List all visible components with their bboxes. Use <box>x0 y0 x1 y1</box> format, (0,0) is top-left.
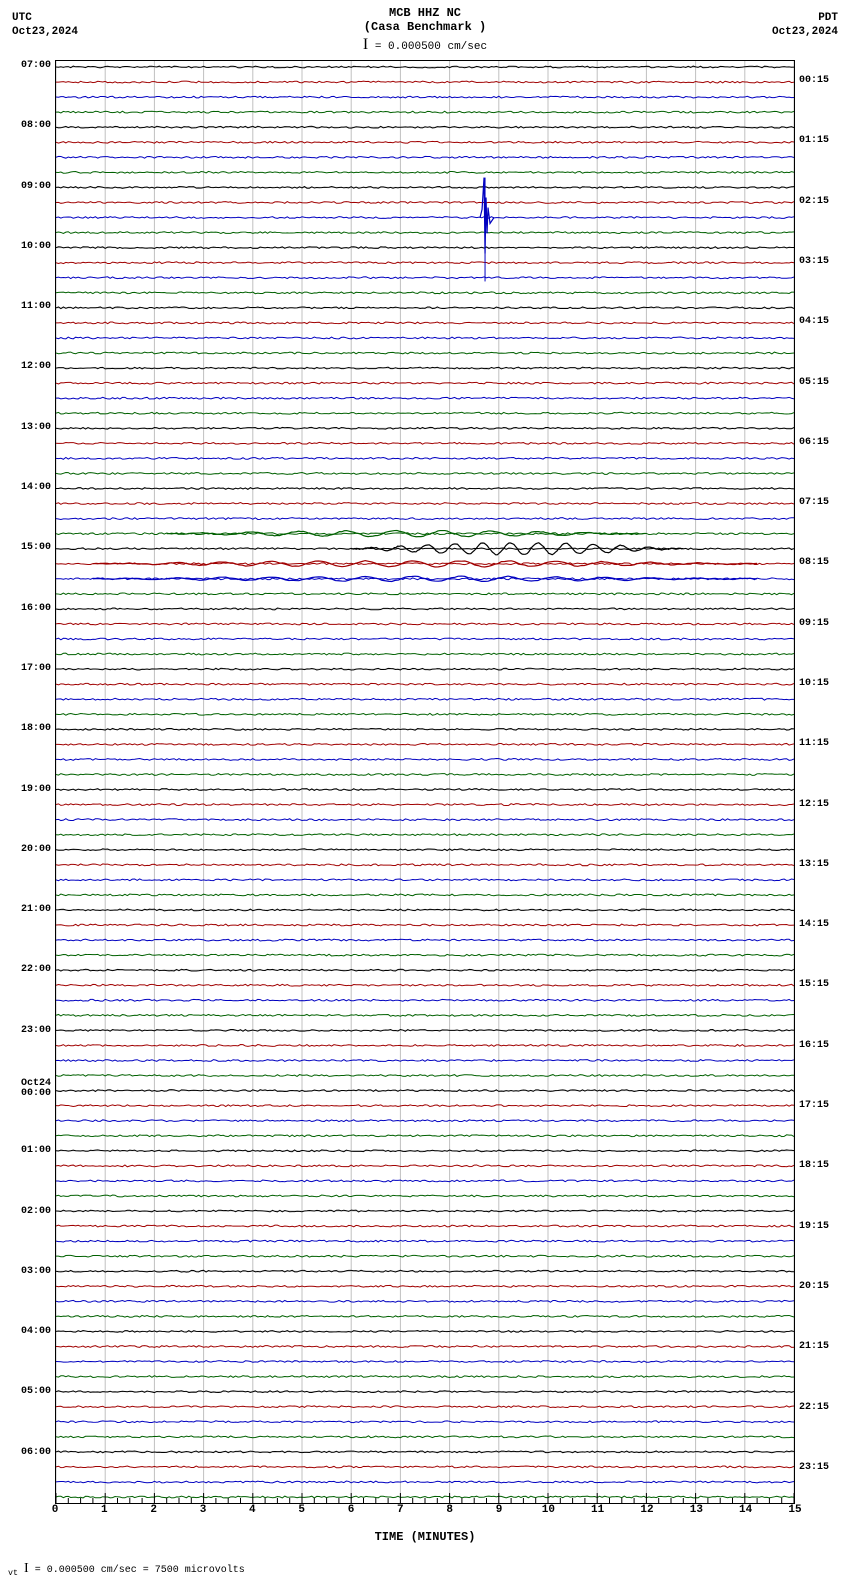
xaxis-tick: 7 <box>397 1504 404 1516</box>
pdt-label: 19:15 <box>799 1222 829 1232</box>
pdt-label: 08:15 <box>799 558 829 568</box>
tz-right-name: PDT <box>818 12 838 24</box>
xaxis-ticks: 0123456789101112131415 <box>55 1504 795 1529</box>
utc-label: 06:00 <box>21 1448 51 1458</box>
station-id: MCB HHZ NC <box>389 6 461 20</box>
xaxis-tick: 14 <box>739 1504 752 1516</box>
tz-right-date: Oct23,2024 <box>772 26 838 38</box>
utc-label: 18:00 <box>21 724 51 734</box>
utc-time-labels: 07:00 08:00 09:00 10:00 11:00 12:00 13:00 14:00… <box>0 60 55 1504</box>
xaxis-tick: 3 <box>200 1504 207 1516</box>
pdt-label: 23:15 <box>799 1463 829 1473</box>
tz-left-date: Oct23,2024 <box>12 26 78 38</box>
utc-label: 05:00 <box>21 1387 51 1397</box>
seismogram-container: MCB HHZ NC (Casa Benchmark ) I = 0.00050… <box>0 0 850 1584</box>
utc-label: 03:00 <box>21 1267 51 1277</box>
xaxis-tick: 9 <box>496 1504 503 1516</box>
pdt-label: 04:15 <box>799 317 829 327</box>
pdt-label: 05:15 <box>799 378 829 388</box>
pdt-label: 15:15 <box>799 980 829 990</box>
utc-label: 20:00 <box>21 845 51 855</box>
xaxis-tick: 8 <box>446 1504 453 1516</box>
pdt-label: 16:15 <box>799 1041 829 1051</box>
xaxis-tick: 11 <box>591 1504 604 1516</box>
utc-label: 23:00 <box>21 1026 51 1036</box>
utc-label: 10:00 <box>21 242 51 252</box>
xaxis-tick: 12 <box>640 1504 653 1516</box>
xaxis-tick: 0 <box>52 1504 59 1516</box>
pdt-label: 20:15 <box>799 1282 829 1292</box>
xaxis-tick: 13 <box>690 1504 703 1516</box>
xaxis-tick: 5 <box>298 1504 305 1516</box>
pdt-label: 21:15 <box>799 1342 829 1352</box>
pdt-label: 18:15 <box>799 1161 829 1171</box>
pdt-label: 11:15 <box>799 739 829 749</box>
xaxis-tick: 6 <box>348 1504 355 1516</box>
pdt-label: 02:15 <box>799 197 829 207</box>
utc-label: 14:00 <box>21 483 51 493</box>
utc-label: 11:00 <box>21 302 51 312</box>
utc-label: 01:00 <box>21 1146 51 1156</box>
pdt-label: 14:15 <box>799 920 829 930</box>
pdt-time-labels: 00:15 01:15 02:15 03:15 04:15 05:15 06:15 07:15… <box>795 60 850 1504</box>
location-name: (Casa Benchmark ) <box>364 20 486 34</box>
utc-label: 15:00 <box>21 543 51 553</box>
utc-label: 16:00 <box>21 604 51 614</box>
utc-label: 12:00 <box>21 362 51 372</box>
xaxis-tick: 15 <box>788 1504 801 1516</box>
utc-label: Oct2400:00 <box>21 1079 51 1099</box>
pdt-label: 13:15 <box>799 860 829 870</box>
xaxis-tick: 10 <box>542 1504 555 1516</box>
footer-scale: vt I = 0.000500 cm/sec = 7500 microvolts <box>8 1561 245 1578</box>
utc-label: 09:00 <box>21 182 51 192</box>
utc-label: 21:00 <box>21 905 51 915</box>
pdt-label: 06:15 <box>799 438 829 448</box>
pdt-label: 22:15 <box>799 1403 829 1413</box>
xaxis-tick: 4 <box>249 1504 256 1516</box>
tz-left-name: UTC <box>12 12 32 24</box>
pdt-label: 12:15 <box>799 800 829 810</box>
xaxis-tick: 1 <box>101 1504 108 1516</box>
utc-label: 17:00 <box>21 664 51 674</box>
pdt-label: 03:15 <box>799 257 829 267</box>
pdt-label: 07:15 <box>799 498 829 508</box>
utc-label: 07:00 <box>21 61 51 71</box>
utc-label: 02:00 <box>21 1207 51 1217</box>
xaxis-tick: 2 <box>150 1504 157 1516</box>
utc-label: 22:00 <box>21 965 51 975</box>
seismogram-plot <box>55 60 795 1504</box>
pdt-label: 00:15 <box>799 76 829 86</box>
pdt-label: 01:15 <box>799 136 829 146</box>
utc-label: 08:00 <box>21 121 51 131</box>
pdt-label: 09:15 <box>799 619 829 629</box>
utc-label: 13:00 <box>21 423 51 433</box>
utc-label: 19:00 <box>21 785 51 795</box>
header: MCB HHZ NC (Casa Benchmark ) I = 0.00050… <box>0 0 850 55</box>
xaxis-label: TIME (MINUTES) <box>375 1530 476 1544</box>
pdt-label: 17:15 <box>799 1101 829 1111</box>
pdt-label: 10:15 <box>799 679 829 689</box>
utc-label: 04:00 <box>21 1327 51 1337</box>
seismogram-svg <box>56 61 794 1503</box>
scale-bar: I = 0.000500 cm/sec <box>363 36 487 54</box>
